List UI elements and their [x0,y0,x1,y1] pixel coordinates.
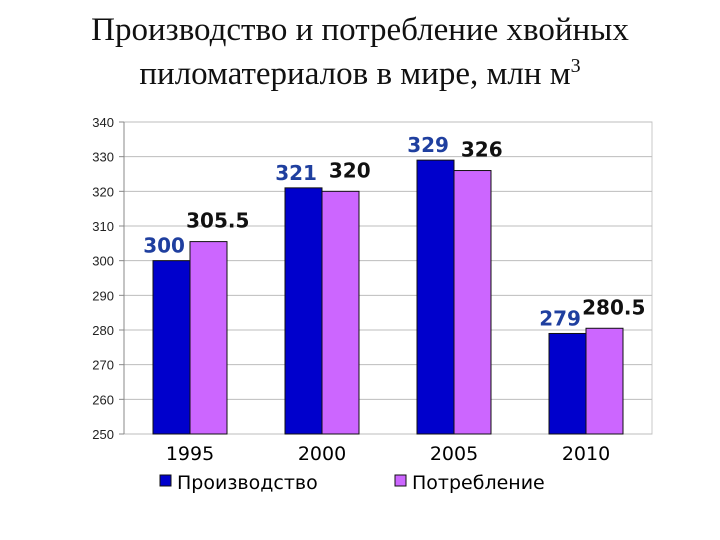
data-label: 305.5 [186,209,249,233]
y-tick-label: 300 [92,254,114,269]
x-category-label: 1995 [166,443,214,465]
y-tick-label: 290 [92,288,114,303]
chart-title-line2-text: пиломатериалов в мире, млн м [139,56,571,92]
bar-consumption [453,170,492,435]
x-category-label: 2005 [430,443,478,465]
chart-title-superscript: 3 [570,55,581,77]
data-label: 320 [329,158,371,182]
data-label: 329 [407,133,449,157]
y-tick-label: 340 [92,115,114,130]
y-tick-label: 270 [92,358,114,373]
data-label: 321 [275,161,317,185]
y-tick-label: 280 [92,323,114,338]
data-label: 300 [143,234,185,258]
bar-production [284,187,323,435]
data-label: 326 [461,138,503,162]
y-tick-label: 310 [92,219,114,234]
data-label: 280.5 [582,295,645,319]
bar-production [548,332,587,435]
y-tick-label: 320 [92,184,114,199]
bar-production [416,159,455,435]
legend-swatch-production [159,474,172,487]
chart-title-line2: пиломатериалов в мире, млн м3 [0,52,720,96]
legend-label-consumption: Потребление [412,472,545,494]
chart-title: Производство и потребление хвойных пилом… [0,8,720,96]
x-category-label: 2010 [562,443,610,465]
y-tick-label: 250 [92,427,114,442]
bar-consumption [189,241,228,435]
bar-consumption [321,190,360,435]
x-category-label: 2000 [298,443,346,465]
bar-production [152,260,191,435]
data-label: 279 [539,306,581,330]
legend-swatch-consumption [394,474,407,487]
legend-label-production: Производство [177,472,318,494]
y-tick-label: 260 [92,392,114,407]
y-tick-label: 330 [92,150,114,165]
bar-consumption [585,327,624,435]
chart-title-line1: Производство и потребление хвойных [91,12,629,48]
